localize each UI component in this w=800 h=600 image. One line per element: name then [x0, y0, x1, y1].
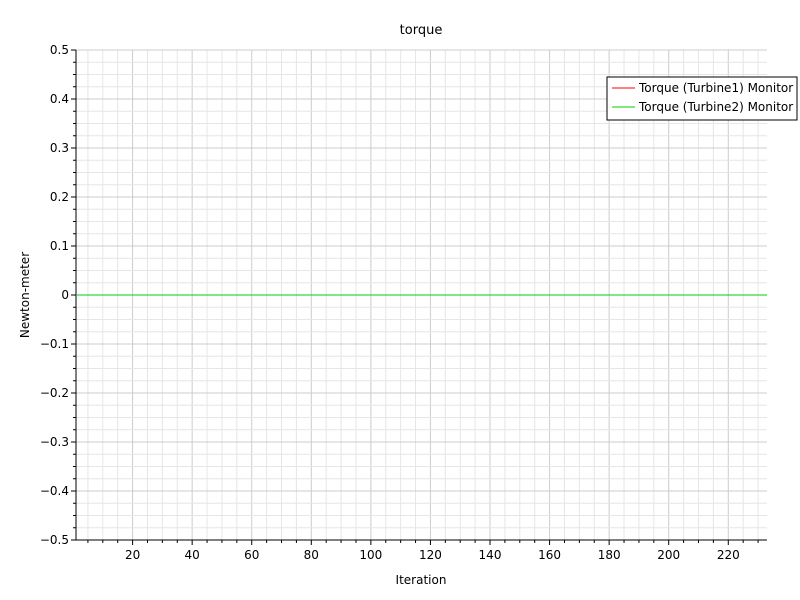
legend-label-2: Torque (Turbine2) Monitor — [638, 100, 793, 114]
x-tick-label: 220 — [717, 548, 740, 562]
y-tick-label: 0.2 — [50, 190, 69, 204]
y-tick-label: −0.3 — [40, 435, 69, 449]
x-axis-label: Iteration — [396, 573, 447, 587]
legend-box — [606, 76, 798, 121]
x-tick-label: 200 — [657, 548, 680, 562]
y-tick-label: 0.4 — [50, 92, 69, 106]
legend: Torque (Turbine1) Monitor Torque (Turbine… — [606, 76, 798, 121]
x-tick-label: 180 — [598, 548, 621, 562]
x-tick-label: 120 — [419, 548, 442, 562]
y-axis-label: Newton-meter — [18, 252, 32, 338]
y-tick-label: −0.2 — [40, 386, 69, 400]
x-tick-label: 20 — [125, 548, 140, 562]
x-tick-label: 100 — [359, 548, 382, 562]
x-tick-label: 60 — [244, 548, 259, 562]
x-axis: 20 40 60 80 100 120 140 160 180 200 220 — [87, 540, 759, 562]
y-tick-label: 0.1 — [50, 239, 69, 253]
legend-label-1: Torque (Turbine1) Monitor — [638, 81, 793, 95]
y-axis: 0.5 0.4 0.3 0.2 0.1 0 −0.1 −0.2 −0.3 −0.4 −0.5 — [40, 43, 76, 547]
y-tick-label: −0.5 — [40, 533, 69, 547]
x-tick-label: 80 — [304, 548, 319, 562]
y-tick-label: 0 — [61, 288, 69, 302]
y-tick-label: −0.4 — [40, 484, 69, 498]
y-tick-label: 0.5 — [50, 43, 69, 57]
y-tick-label: −0.1 — [40, 337, 69, 351]
chart-title: torque — [400, 23, 443, 38]
x-tick-label: 140 — [479, 548, 502, 562]
y-tick-label: 0.3 — [50, 141, 69, 155]
x-tick-label: 40 — [185, 548, 200, 562]
x-tick-label: 160 — [538, 548, 561, 562]
